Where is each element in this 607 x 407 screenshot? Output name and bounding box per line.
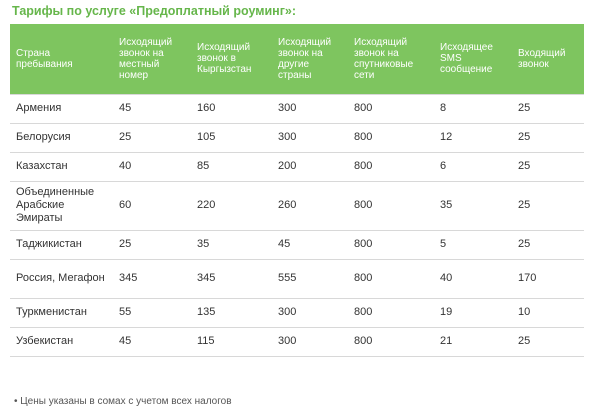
cell-country: Узбекистан <box>10 327 113 357</box>
cell-incoming: 25 <box>512 93 584 124</box>
cell-other: 200 <box>272 152 348 182</box>
cell-satellite: 800 <box>348 259 434 299</box>
cell-other: 300 <box>272 298 348 328</box>
table-row: Узбекистан 45 115 300 800 21 25 <box>10 327 584 357</box>
cell-local: 60 <box>113 181 191 231</box>
cell-local: 45 <box>113 93 191 124</box>
cell-other: 300 <box>272 93 348 124</box>
cell-local: 25 <box>113 123 191 153</box>
table-row: Туркменистан 55 135 300 800 19 10 <box>10 298 584 328</box>
table-header-row: Страна пребывания Исходящий звонок на ме… <box>10 24 584 94</box>
cell-sms: 40 <box>434 259 512 299</box>
cell-sms: 19 <box>434 298 512 328</box>
cell-country: Армения <box>10 93 113 124</box>
page-title: Тарифы по услуге «Предоплатный роуминг»: <box>12 4 297 18</box>
column-header-local-call[interactable]: Исходящий звонок на местный номер <box>113 24 191 94</box>
table-row: Казахстан 40 85 200 800 6 25 <box>10 152 584 182</box>
cell-local: 40 <box>113 152 191 182</box>
cell-satellite: 800 <box>348 123 434 153</box>
cell-country: Россия, Мегафон <box>10 259 113 299</box>
cell-incoming: 170 <box>512 259 584 299</box>
cell-kyrgyzstan: 160 <box>191 93 272 124</box>
cell-other: 260 <box>272 181 348 231</box>
cell-incoming: 25 <box>512 123 584 153</box>
cell-satellite: 800 <box>348 152 434 182</box>
column-header-incoming-call[interactable]: Входящий звонок <box>512 24 584 94</box>
table-row: Таджикистан 25 35 45 800 5 25 <box>10 230 584 260</box>
cell-satellite: 800 <box>348 93 434 124</box>
cell-sms: 21 <box>434 327 512 357</box>
cell-local: 25 <box>113 230 191 260</box>
cell-satellite: 800 <box>348 298 434 328</box>
cell-local: 45 <box>113 327 191 357</box>
column-header-sms[interactable]: Исходящее SMS сообщение <box>434 24 512 94</box>
tariff-table: Страна пребывания Исходящий звонок на ме… <box>10 24 584 357</box>
table-row: Белорусия 25 105 300 800 12 25 <box>10 123 584 153</box>
cell-other: 300 <box>272 327 348 357</box>
cell-kyrgyzstan: 345 <box>191 259 272 299</box>
column-header-other-countries-call[interactable]: Исходящий звонок на другие страны <box>272 24 348 94</box>
cell-local: 55 <box>113 298 191 328</box>
cell-sms: 5 <box>434 230 512 260</box>
cell-country: Туркменистан <box>10 298 113 328</box>
table-row: Армения 45 160 300 800 8 25 <box>10 93 584 124</box>
cell-country: Таджикистан <box>10 230 113 260</box>
cell-sms: 6 <box>434 152 512 182</box>
column-header-satellite-call[interactable]: Исходящий звонок на спутниковые сети <box>348 24 434 94</box>
cell-satellite: 800 <box>348 230 434 260</box>
cell-kyrgyzstan: 220 <box>191 181 272 231</box>
cell-satellite: 800 <box>348 327 434 357</box>
cell-country: Объединенные Арабские Эмираты <box>10 181 113 231</box>
cell-other: 300 <box>272 123 348 153</box>
cell-sms: 35 <box>434 181 512 231</box>
cell-local: 345 <box>113 259 191 299</box>
cell-other: 555 <box>272 259 348 299</box>
cell-incoming: 25 <box>512 181 584 231</box>
footnote: • Цены указаны в сомах с учетом всех нал… <box>14 396 232 407</box>
cell-sms: 8 <box>434 93 512 124</box>
cell-country: Казахстан <box>10 152 113 182</box>
cell-kyrgyzstan: 115 <box>191 327 272 357</box>
cell-incoming: 25 <box>512 152 584 182</box>
cell-kyrgyzstan: 135 <box>191 298 272 328</box>
cell-incoming: 25 <box>512 327 584 357</box>
cell-kyrgyzstan: 85 <box>191 152 272 182</box>
cell-sms: 12 <box>434 123 512 153</box>
cell-incoming: 10 <box>512 298 584 328</box>
column-header-country[interactable]: Страна пребывания <box>10 24 113 94</box>
cell-country: Белорусия <box>10 123 113 153</box>
cell-kyrgyzstan: 105 <box>191 123 272 153</box>
table-row: Россия, Мегафон 345 345 555 800 40 170 <box>10 259 584 299</box>
column-header-kyrgyzstan-call[interactable]: Исходящий звонок в Кыргызстан <box>191 24 272 94</box>
cell-other: 45 <box>272 230 348 260</box>
cell-incoming: 25 <box>512 230 584 260</box>
cell-kyrgyzstan: 35 <box>191 230 272 260</box>
table-row: Объединенные Арабские Эмираты 60 220 260… <box>10 181 584 231</box>
cell-satellite: 800 <box>348 181 434 231</box>
